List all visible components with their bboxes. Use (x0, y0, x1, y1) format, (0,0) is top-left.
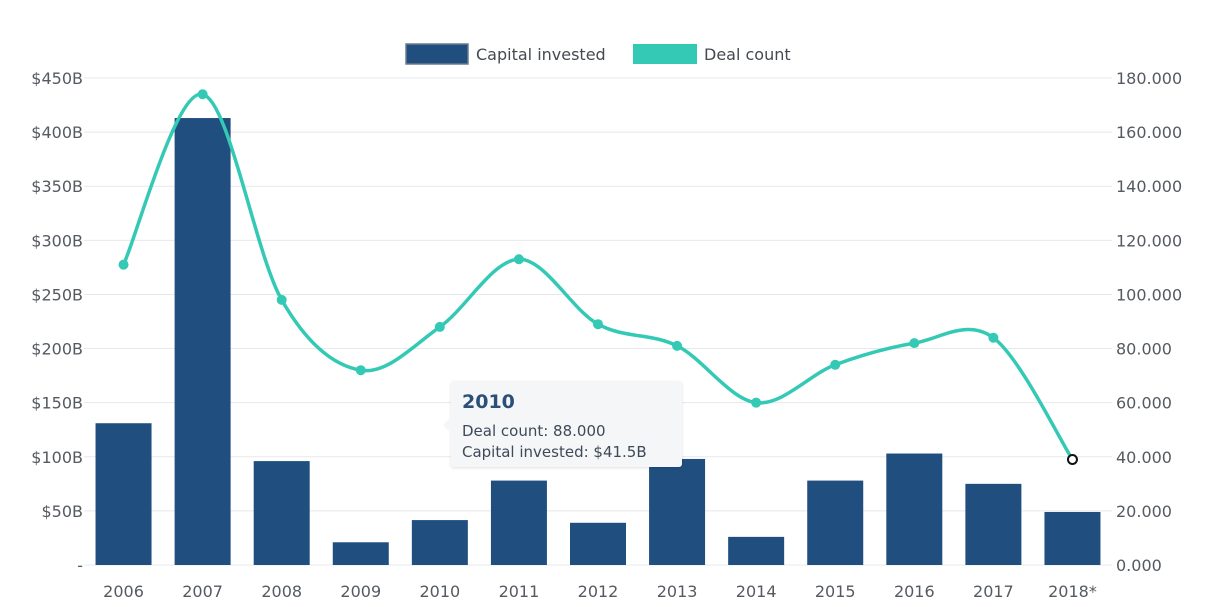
x-axis: 2006 2007 2008 2009 2010 2011 2012 2013 2014 2015… (103, 582, 1097, 601)
left-axis-tick-label: $50B (41, 502, 83, 521)
x-axis-tick-label: 2011 (499, 582, 540, 601)
right-axis-tick-label: 100.000 (1116, 285, 1182, 304)
bar-capital-invested (965, 483, 1022, 565)
deal-count-point (988, 332, 999, 343)
x-axis-tick-label: 2006 (103, 582, 144, 601)
legend-label-capital-invested: Capital invested (476, 45, 606, 64)
tooltip-title: 2010 (462, 391, 515, 413)
bar-capital-invested (728, 536, 785, 565)
left-axis-tick-label: - (77, 556, 83, 575)
left-axis-tick-label: $400B (31, 123, 83, 142)
legend-label-deal-count: Deal count (704, 45, 791, 64)
x-axis-tick-label: 2010 (419, 582, 460, 601)
left-axis-tick-label: $250B (31, 285, 83, 304)
x-axis-tick-label: 2008 (261, 582, 302, 601)
x-axis-tick-label: 2009 (340, 582, 381, 601)
legend-swatch-deal-count (633, 44, 697, 64)
x-axis-tick-label: 2018* (1048, 582, 1097, 601)
deal-count-point (434, 321, 445, 332)
bar-capital-invested (807, 480, 864, 565)
deal-count-point (355, 365, 366, 376)
x-axis-tick-label: 2013 (657, 582, 698, 601)
right-axis-tick-label: 180.000 (1116, 69, 1182, 88)
deal-count-point (593, 319, 603, 330)
legend: Capital invested Deal count (405, 43, 791, 65)
tooltip-arrow (443, 417, 451, 433)
bar-capital-invested (95, 423, 152, 565)
legend-swatch-capital-invested (405, 43, 469, 65)
right-axis-tick-label: 80.000 (1116, 340, 1172, 359)
x-axis-tick-label: 2016 (894, 582, 935, 601)
capital-invested-bars (95, 118, 1101, 565)
x-axis-tick-label: 2007 (182, 582, 223, 601)
x-axis-tick-label: 2014 (736, 582, 777, 601)
deal-count-point (276, 294, 287, 305)
right-axis-tick-label: 60.000 (1116, 394, 1172, 413)
bar-capital-invested (570, 522, 626, 565)
x-axis-tick-label: 2017 (973, 582, 1014, 601)
tooltip-deal-count: Deal count: 88.000 (462, 422, 606, 440)
bar-capital-invested (332, 542, 389, 565)
deal-count-point (118, 259, 129, 270)
x-axis-tick-label: 2012 (578, 582, 619, 601)
left-axis: - $50B $100B $150B $200B $250B $300B $350B $400B… (31, 69, 83, 575)
deal-count-line (118, 89, 1078, 465)
left-axis-tick-label: $350B (31, 177, 83, 196)
x-axis-tick-label: 2015 (815, 582, 856, 601)
tooltip-capital-invested: Capital invested: $41.5B (462, 443, 647, 461)
left-axis-tick-label: $150B (31, 394, 83, 413)
bar-capital-invested (886, 453, 943, 565)
bar-capital-invested (649, 458, 706, 565)
right-axis-tick-label: 20.000 (1116, 502, 1172, 521)
right-axis: 0.000 20.000 40.000 60.000 80.000 100.000 120.… (1116, 69, 1182, 575)
bar-capital-invested (253, 461, 310, 565)
right-axis-tick-label: 120.000 (1116, 231, 1182, 250)
deal-count-point-highlighted (1066, 453, 1078, 465)
left-axis-tick-label: $450B (31, 69, 83, 88)
right-axis-tick-label: 160.000 (1116, 123, 1182, 142)
deal-count-point (513, 254, 524, 265)
right-axis-tick-label: 40.000 (1116, 448, 1172, 467)
bar-capital-invested (1044, 511, 1101, 565)
bar-capital-invested (411, 520, 468, 565)
bar-capital-invested (490, 480, 547, 565)
deal-count-point (909, 338, 920, 349)
right-axis-tick-label: 0.000 (1116, 556, 1162, 575)
right-axis-tick-label: 140.000 (1116, 177, 1182, 196)
deal-count-point (830, 359, 841, 370)
bar-capital-invested (174, 118, 231, 565)
tooltip: 2010 Deal count: 88.000 Capital invested… (443, 381, 682, 467)
deal-count-point (751, 397, 762, 408)
deal-count-point (197, 89, 208, 100)
deal-count-point (672, 340, 683, 351)
left-axis-tick-label: $100B (31, 448, 83, 467)
left-axis-tick-label: $300B (31, 231, 83, 250)
left-axis-tick-label: $200B (31, 340, 83, 359)
